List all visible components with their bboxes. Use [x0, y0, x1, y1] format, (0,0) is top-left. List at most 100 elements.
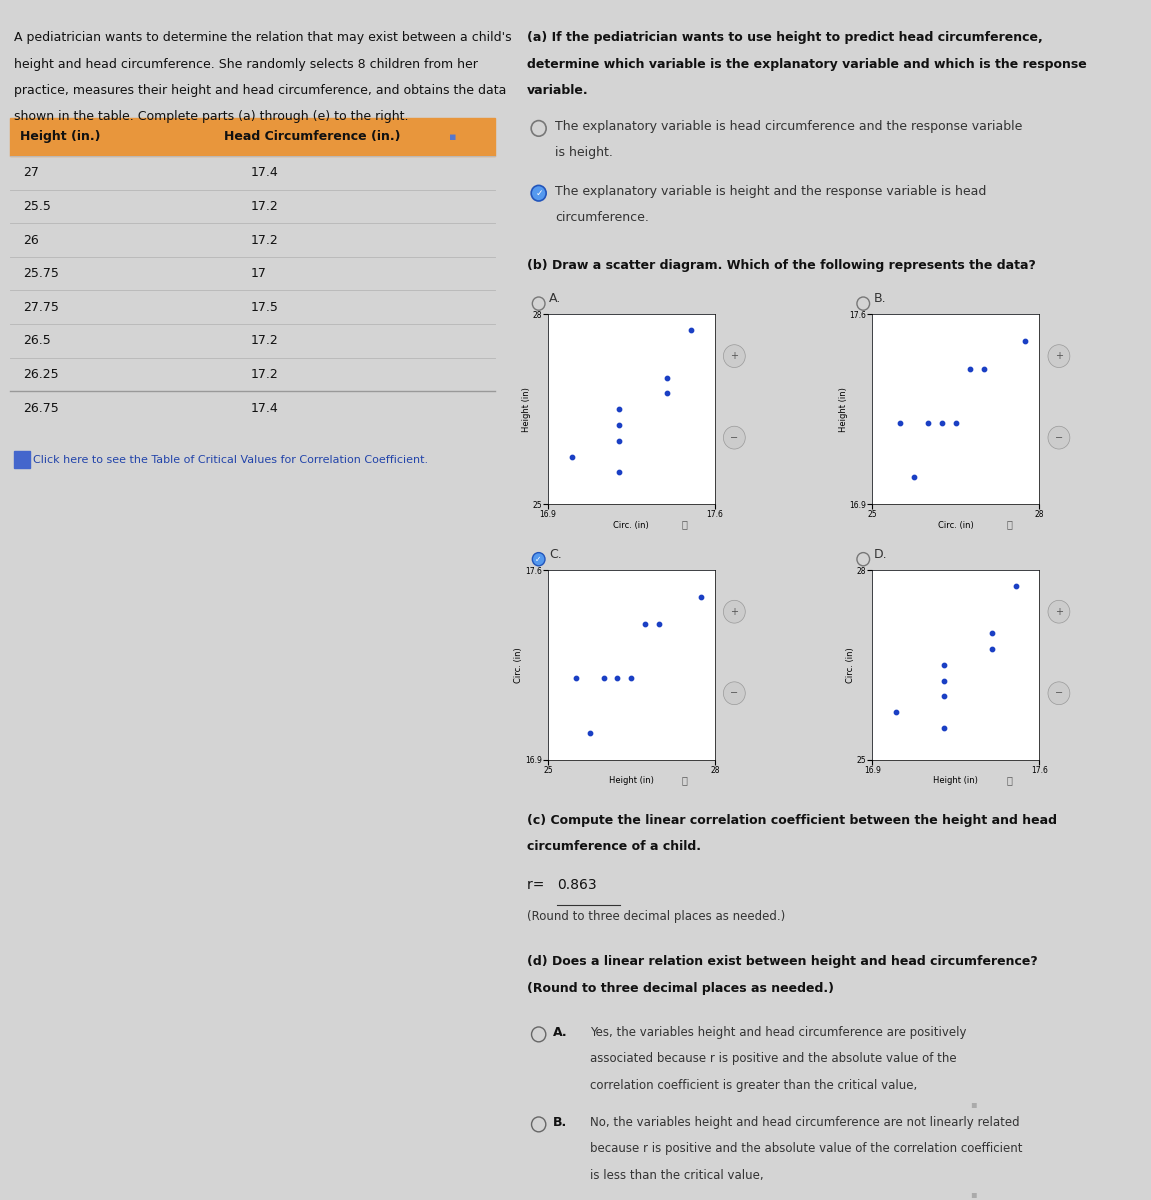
Text: is height.: is height.	[555, 146, 612, 160]
Text: 17.2: 17.2	[251, 200, 279, 212]
Text: (Round to three decimal places as needed.): (Round to three decimal places as needed…	[527, 982, 834, 995]
Text: ⤢: ⤢	[681, 520, 687, 529]
Text: (c) Compute the linear correlation coefficient between the height and head: (c) Compute the linear correlation coeff…	[527, 814, 1057, 827]
Point	[932, 413, 951, 432]
Point	[975, 359, 993, 378]
Point	[947, 413, 966, 432]
X-axis label: Circ. (in): Circ. (in)	[938, 521, 974, 529]
Y-axis label: Circ. (in): Circ. (in)	[514, 647, 524, 683]
Text: 26.5: 26.5	[23, 335, 51, 347]
Point	[658, 368, 677, 388]
Point	[563, 448, 581, 467]
Point	[580, 722, 599, 742]
Text: 17.2: 17.2	[251, 335, 279, 347]
Text: 17: 17	[251, 268, 267, 280]
Point	[935, 655, 953, 674]
Point	[622, 668, 640, 688]
Point	[610, 463, 628, 482]
Point	[1006, 576, 1024, 595]
Text: associated because r is positive and the absolute value of the: associated because r is positive and the…	[590, 1052, 958, 1066]
Text: 25.5: 25.5	[23, 200, 51, 212]
Y-axis label: Height (in): Height (in)	[521, 386, 531, 432]
Point	[935, 671, 953, 690]
Text: ⤢: ⤢	[681, 775, 687, 785]
Point	[658, 384, 677, 403]
Text: A.: A.	[549, 293, 562, 305]
Text: B.: B.	[552, 1116, 566, 1129]
Text: B.: B.	[874, 293, 886, 305]
Text: 17.4: 17.4	[251, 402, 279, 414]
Text: 27.75: 27.75	[23, 301, 59, 313]
Text: 26.25: 26.25	[23, 368, 59, 380]
Text: +: +	[1055, 607, 1062, 617]
Point	[650, 614, 669, 634]
Text: 17.5: 17.5	[251, 301, 279, 313]
Text: circumference of a child.: circumference of a child.	[527, 840, 701, 853]
Text: A pediatrician wants to determine the relation that may exist between a child's: A pediatrician wants to determine the re…	[14, 31, 511, 44]
Point	[610, 415, 628, 434]
Point	[935, 719, 953, 738]
Text: ⤢: ⤢	[1006, 520, 1012, 529]
Text: Yes, the variables height and head circumference are positively: Yes, the variables height and head circu…	[590, 1026, 967, 1039]
Text: 17.4: 17.4	[251, 167, 279, 179]
Point	[961, 359, 980, 378]
Text: shown in the table. Complete parts (a) through (e) to the right.: shown in the table. Complete parts (a) t…	[14, 110, 409, 124]
Text: 25.75: 25.75	[23, 268, 59, 280]
Text: The explanatory variable is head circumference and the response variable: The explanatory variable is head circumf…	[555, 120, 1022, 133]
Point	[983, 624, 1001, 643]
Text: D.: D.	[874, 548, 887, 560]
Text: variable.: variable.	[527, 84, 589, 97]
Text: r=: r=	[527, 878, 549, 893]
Text: ✓: ✓	[535, 554, 542, 564]
Text: −: −	[730, 689, 739, 698]
Text: A.: A.	[552, 1026, 567, 1039]
Point	[905, 467, 923, 486]
Text: 27: 27	[23, 167, 39, 179]
Point	[610, 431, 628, 450]
Text: (Round to three decimal places as needed.): (Round to three decimal places as needed…	[527, 910, 785, 923]
Text: (a) If the pediatrician wants to use height to predict head circumference,: (a) If the pediatrician wants to use hei…	[527, 31, 1043, 44]
Text: −: −	[1054, 433, 1064, 443]
Point	[566, 668, 585, 688]
Text: +: +	[731, 607, 738, 617]
Text: 17.2: 17.2	[251, 368, 279, 380]
Text: +: +	[731, 352, 738, 361]
Point	[637, 614, 655, 634]
Text: +: +	[1055, 352, 1062, 361]
Text: Click here to see the Table of Critical Values for Correlation Coefficient.: Click here to see the Table of Critical …	[33, 455, 428, 464]
Text: −: −	[730, 433, 739, 443]
Text: No, the variables height and head circumference are not linearly related: No, the variables height and head circum…	[590, 1116, 1020, 1129]
Point	[681, 320, 700, 340]
Text: 26.75: 26.75	[23, 402, 59, 414]
Point	[983, 640, 1001, 659]
Y-axis label: Height (in): Height (in)	[839, 386, 848, 432]
Text: determine which variable is the explanatory variable and which is the response: determine which variable is the explanat…	[527, 58, 1087, 71]
Text: height and head circumference. She randomly selects 8 children from her: height and head circumference. She rando…	[14, 58, 478, 71]
Text: circumference.: circumference.	[555, 211, 649, 224]
Text: (d) Does a linear relation exist between height and head circumference?: (d) Does a linear relation exist between…	[527, 955, 1038, 968]
Text: C.: C.	[549, 548, 562, 560]
Text: 17.2: 17.2	[251, 234, 279, 246]
Text: ✓: ✓	[535, 188, 543, 198]
Point	[918, 413, 937, 432]
Point	[608, 668, 626, 688]
Text: −: −	[1054, 689, 1064, 698]
Point	[891, 413, 909, 432]
Text: ▪: ▪	[970, 1099, 977, 1109]
Point	[610, 400, 628, 419]
Text: Height (in.): Height (in.)	[20, 131, 100, 143]
X-axis label: Height (in): Height (in)	[609, 776, 654, 785]
Point	[594, 668, 612, 688]
Text: because r is positive and the absolute value of the correlation coefficient: because r is positive and the absolute v…	[590, 1142, 1023, 1156]
Text: is less than the critical value,: is less than the critical value,	[590, 1169, 764, 1182]
X-axis label: Circ. (in): Circ. (in)	[613, 521, 649, 529]
Y-axis label: Circ. (in): Circ. (in)	[846, 647, 855, 683]
Point	[692, 588, 710, 607]
Text: correlation coefficient is greater than the critical value,: correlation coefficient is greater than …	[590, 1079, 917, 1092]
Text: Head Circumference (in.): Head Circumference (in.)	[224, 131, 401, 143]
Point	[1016, 332, 1035, 352]
Text: ⤢: ⤢	[1006, 775, 1012, 785]
Text: The explanatory variable is height and the response variable is head: The explanatory variable is height and t…	[555, 185, 986, 198]
Text: ▪: ▪	[970, 1189, 977, 1199]
X-axis label: Height (in): Height (in)	[933, 776, 978, 785]
